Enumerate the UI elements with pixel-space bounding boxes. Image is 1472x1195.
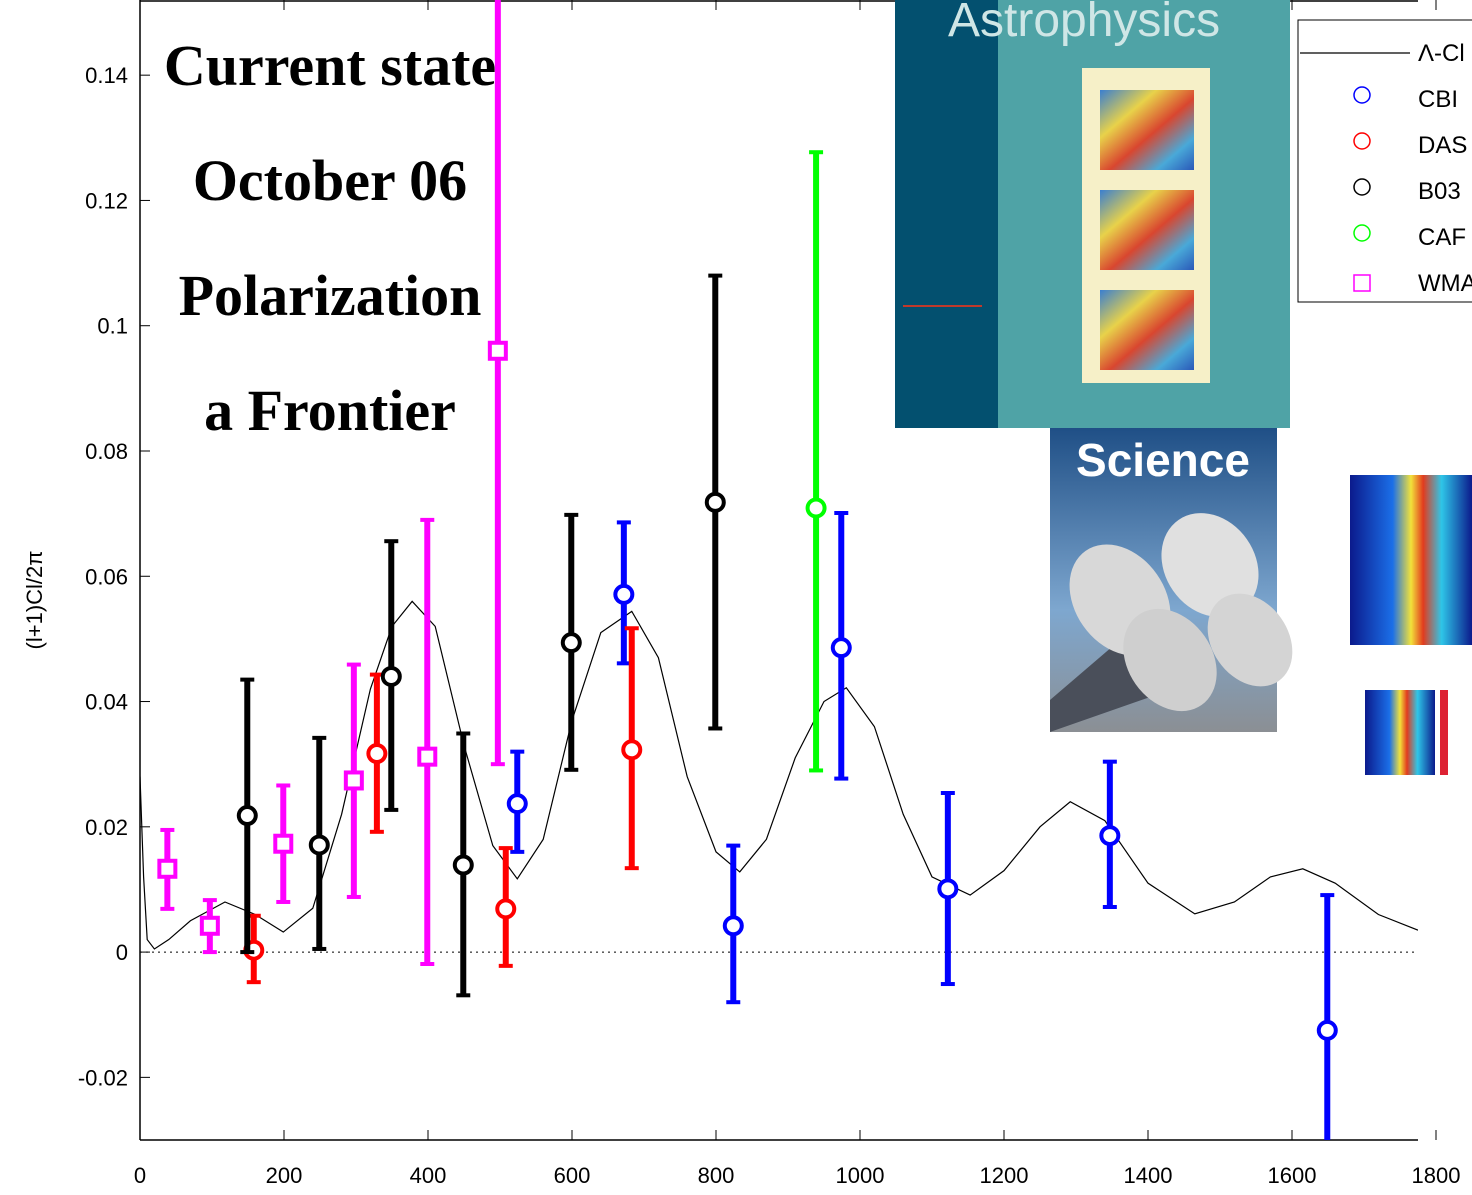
y-tick-label: 0.04 xyxy=(85,690,128,715)
y-tick-label: 0.14 xyxy=(85,63,128,88)
data-point xyxy=(311,836,328,853)
data-point xyxy=(383,668,400,685)
data-point xyxy=(159,861,175,877)
data-point xyxy=(939,880,956,897)
y-tick-label: 0.02 xyxy=(85,815,128,840)
x-tick-label: 1000 xyxy=(836,1163,885,1188)
magazine-cover: Science xyxy=(1049,428,1310,732)
data-point xyxy=(239,807,256,824)
fringe-figure xyxy=(1350,475,1472,775)
journal-title: Astrophysics xyxy=(948,0,1220,47)
y-tick-label: 0.12 xyxy=(85,188,128,213)
legend-label: Λ-Cl xyxy=(1418,40,1465,67)
x-tick-label: 1400 xyxy=(1124,1163,1173,1188)
data-point xyxy=(623,741,640,758)
y-tick-label: 0 xyxy=(116,940,128,965)
data-point xyxy=(202,918,218,934)
annotation: a Frontier xyxy=(204,378,456,443)
data-point xyxy=(275,836,291,852)
annotations: Current state October 06 Polarization a Fro… xyxy=(164,33,496,443)
data-point xyxy=(497,900,514,917)
chart: 0 200 400 600 800 1000 1200 1400 1600 1800 -0.02 0 0… xyxy=(0,0,1472,1195)
legend-label: CAF xyxy=(1418,224,1466,251)
data-point xyxy=(1101,827,1118,844)
legend-label: B03 xyxy=(1418,178,1461,205)
y-tick-label: -0.02 xyxy=(78,1065,128,1090)
data-point xyxy=(490,343,506,359)
data-point xyxy=(725,917,742,934)
x-tick-label: 0 xyxy=(134,1163,146,1188)
data-point xyxy=(346,772,362,788)
data-point xyxy=(419,749,435,765)
y-tick-label: 0.1 xyxy=(97,314,128,339)
data-point xyxy=(833,639,850,656)
y-axis-label: (l+1)Cl/2π xyxy=(22,551,47,650)
y-tick-label: 0.08 xyxy=(85,439,128,464)
legend-label: DAS xyxy=(1418,132,1467,159)
y-tick-label: 0.06 xyxy=(85,564,128,589)
annotation: October 06 xyxy=(193,148,467,213)
legend: Λ-Cl CBI DAS B03 CAF WMA xyxy=(1298,20,1472,302)
x-tick-label: 1800 xyxy=(1412,1163,1461,1188)
x-tick-label: 800 xyxy=(698,1163,735,1188)
data-point xyxy=(563,634,580,651)
x-tick-label: 600 xyxy=(554,1163,591,1188)
data-point xyxy=(455,857,472,874)
x-tick-label: 1600 xyxy=(1268,1163,1317,1188)
data-point xyxy=(509,795,526,812)
magazine-title: Science xyxy=(1076,434,1250,486)
data-point xyxy=(808,499,825,516)
data-point xyxy=(368,745,385,762)
legend-label: CBI xyxy=(1418,86,1458,113)
annotation: Current state xyxy=(164,33,496,98)
data-point xyxy=(707,494,724,511)
legend-label: WMA xyxy=(1418,270,1472,297)
x-tick-label: 200 xyxy=(266,1163,303,1188)
data-point xyxy=(615,586,632,603)
x-tick-label: 1200 xyxy=(980,1163,1029,1188)
data-point xyxy=(1319,1022,1336,1039)
x-tick-label: 400 xyxy=(410,1163,447,1188)
journal-cover: Astrophysics xyxy=(895,0,1290,428)
annotation: Polarization xyxy=(179,263,482,328)
